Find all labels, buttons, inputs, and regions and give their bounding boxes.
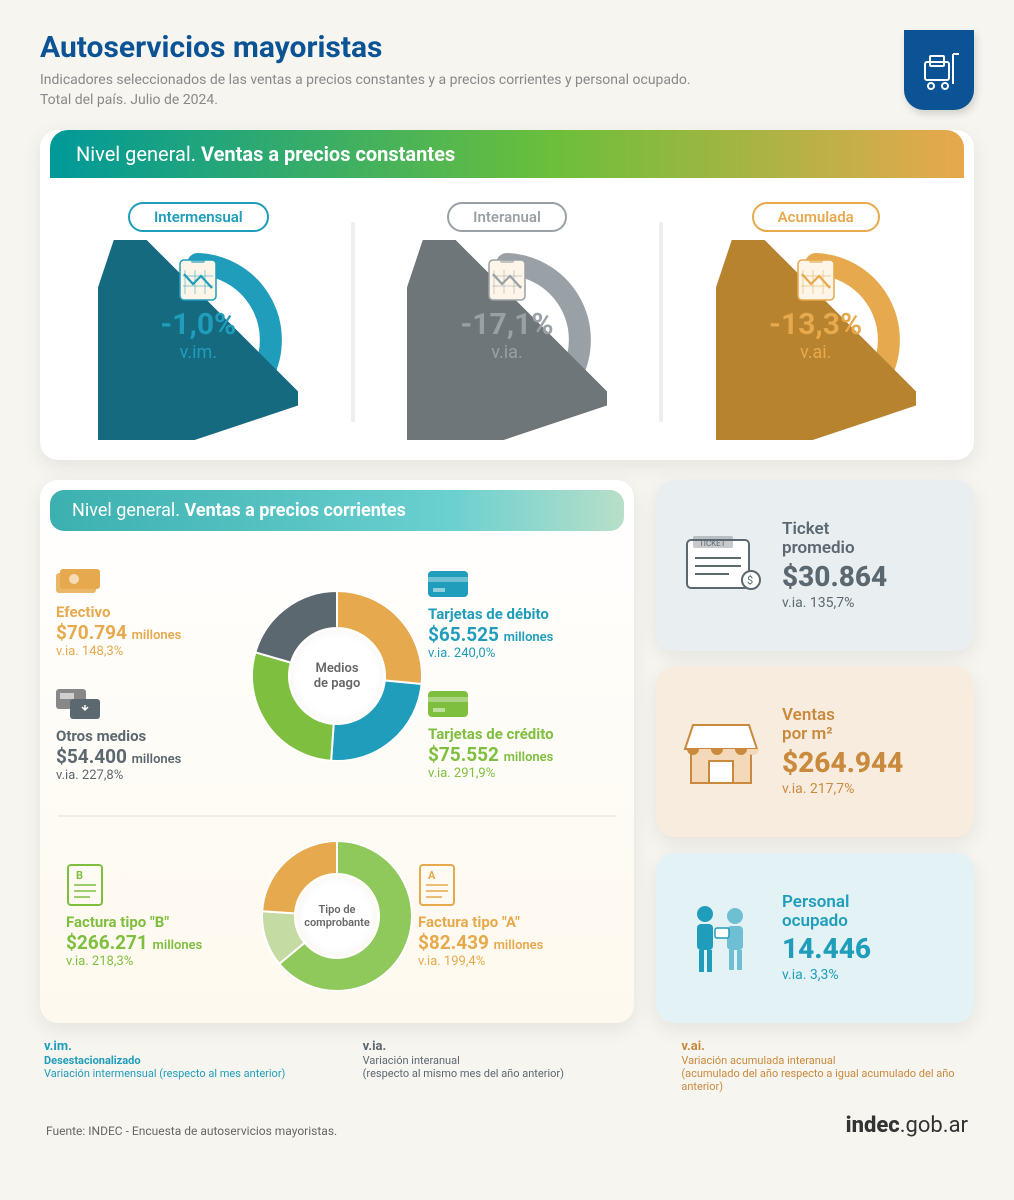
datum: B Factura tipo "B" $266.271 millones v.i… <box>66 863 256 969</box>
indicator-vim: Intermensual -1,0%v.im. <box>46 202 351 430</box>
datum-name: Tarjetas de crédito <box>428 725 618 743</box>
tile-value: 14.446 <box>782 932 871 965</box>
card-head-constantes: Nivel general. Ventas a precios constant… <box>50 130 964 178</box>
datum-via: v.ia. 291,9% <box>428 766 618 781</box>
other-icon <box>56 689 246 725</box>
ticket-icon: TICKET $ <box>678 522 764 608</box>
datum-name: Efectivo <box>56 603 246 621</box>
cart-badge-icon <box>904 30 974 110</box>
datum-name: Otros medios <box>56 727 246 745</box>
legend-vim: v.im.DesestacionalizadoVariación interme… <box>44 1039 333 1093</box>
tile-via: v.ia. 3,3% <box>782 967 871 983</box>
title-block: Autoservicios mayoristas Indicadores sel… <box>40 30 691 110</box>
footer: Fuente: INDEC - Encuesta de autoservicio… <box>40 1113 974 1138</box>
legend-vai: v.ai.Variación acumulada interanual(acum… <box>681 1039 970 1093</box>
tile-label: Ventaspor m² <box>782 706 903 743</box>
indicator-vai: Acumulada -13,3%v.ai. <box>663 202 968 430</box>
datum-value: $266.271 millones <box>66 931 256 954</box>
datum-via: v.ia. 218,3% <box>66 954 256 969</box>
card-precios-constantes: Nivel general. Ventas a precios constant… <box>40 130 974 460</box>
svg-text:B: B <box>76 869 83 882</box>
datum-via: v.ia. 227,8% <box>56 768 246 783</box>
datum: Efectivo $70.794 millones v.ia. 148,3% <box>56 569 246 659</box>
datum-value: $65.525 millones <box>428 623 618 646</box>
indicator-via: Interanual -17,1%v.ia. <box>355 202 660 430</box>
datum-via: v.ia. 148,3% <box>56 644 246 659</box>
datum-name: Factura tipo "B" <box>66 913 256 931</box>
indicator-value: -17,1%v.ia. <box>460 307 553 363</box>
store-icon <box>678 709 764 795</box>
donut-chart-comprobante: Tipo decomprobante <box>262 841 412 991</box>
people-icon <box>678 895 764 981</box>
subtitle-2: Total del país. Julio de 2024. <box>40 91 691 111</box>
pill-label: Acumulada <box>752 202 880 232</box>
datum-value: $82.439 millones <box>418 931 608 954</box>
donut-chart-medios: Mediosde pago <box>252 591 422 761</box>
clipboard-chart-icon <box>175 254 221 308</box>
datum-via: v.ia. 240,0% <box>428 646 618 661</box>
datum-name: Factura tipo "A" <box>418 913 608 931</box>
divider <box>58 815 616 817</box>
abbreviation-legend: v.im.DesestacionalizadoVariación interme… <box>44 1039 970 1093</box>
subtitle-1: Indicadores seleccionados de las ventas … <box>40 71 691 91</box>
source-text: Fuente: INDEC - Encuesta de autoservicio… <box>46 1124 337 1138</box>
card-icon <box>428 691 618 723</box>
donut-center-medios: Mediosde pago <box>291 630 383 722</box>
card-icon <box>428 571 618 603</box>
svg-text:$: $ <box>747 574 753 587</box>
datum-value: $70.794 millones <box>56 621 246 644</box>
datum: Otros medios $54.400 millones v.ia. 227,… <box>56 689 246 783</box>
clipboard-chart-icon <box>484 254 530 308</box>
tile-via: v.ia. 217,7% <box>782 781 903 797</box>
tile-label: Ticketpromedio <box>782 520 887 557</box>
tile-people: Personalocupado 14.446 v.ia. 3,3% <box>656 853 974 1023</box>
invoice-icon: B <box>66 863 256 911</box>
indec-logo: indec.gob.ar <box>846 1113 968 1138</box>
svg-text:A: A <box>428 869 436 882</box>
datum-name: Tarjetas de débito <box>428 605 618 623</box>
donut-center-comprobante: Tipo decomprobante <box>298 877 376 955</box>
tile-value: $30.864 <box>782 560 887 593</box>
indicator-value: -13,3%v.ai. <box>769 307 862 363</box>
tile-label: Personalocupado <box>782 893 871 930</box>
indicator-value: -1,0%v.im. <box>160 307 236 363</box>
indicators-row: Intermensual -1,0%v.im. Interanual <box>40 178 974 460</box>
tile-value: $264.944 <box>782 746 903 779</box>
card-precios-corrientes: Nivel general. Ventas a precios corrient… <box>40 480 634 1023</box>
tile-ticket: TICKET $ Ticketpromedio $30.864 v.ia. 13… <box>656 480 974 650</box>
datum-value: $54.400 millones <box>56 745 246 768</box>
datum: Tarjetas de crédito $75.552 millones v.i… <box>428 691 618 781</box>
right-tiles: TICKET $ Ticketpromedio $30.864 v.ia. 13… <box>656 480 974 1023</box>
cash-icon <box>56 569 246 601</box>
donut-medios-pago: Efectivo $70.794 millones v.ia. 148,3% O… <box>40 541 634 811</box>
card-head-corrientes: Nivel general. Ventas a precios corrient… <box>50 490 624 531</box>
datum: Tarjetas de débito $65.525 millones v.ia… <box>428 571 618 661</box>
lower-row: Nivel general. Ventas a precios corrient… <box>40 480 974 1023</box>
tile-via: v.ia. 135,7% <box>782 595 887 611</box>
datum-value: $75.552 millones <box>428 743 618 766</box>
clipboard-chart-icon <box>793 254 839 308</box>
datum: A Factura tipo "A" $82.439 millones v.ia… <box>418 863 608 969</box>
pill-label: Interanual <box>447 202 567 232</box>
invoice-icon: A <box>418 863 608 911</box>
donut-tipo-comprobante: B Factura tipo "B" $266.271 millones v.i… <box>40 821 634 1011</box>
tile-store: Ventaspor m² $264.944 v.ia. 217,7% <box>656 667 974 837</box>
svg-text:TICKET: TICKET <box>699 539 726 548</box>
page-title: Autoservicios mayoristas <box>40 30 691 65</box>
pill-label: Intermensual <box>128 202 269 232</box>
legend-via: v.ia.Variación interanual(respecto al mi… <box>363 1039 652 1093</box>
datum-via: v.ia. 199,4% <box>418 954 608 969</box>
page-header: Autoservicios mayoristas Indicadores sel… <box>40 30 974 110</box>
